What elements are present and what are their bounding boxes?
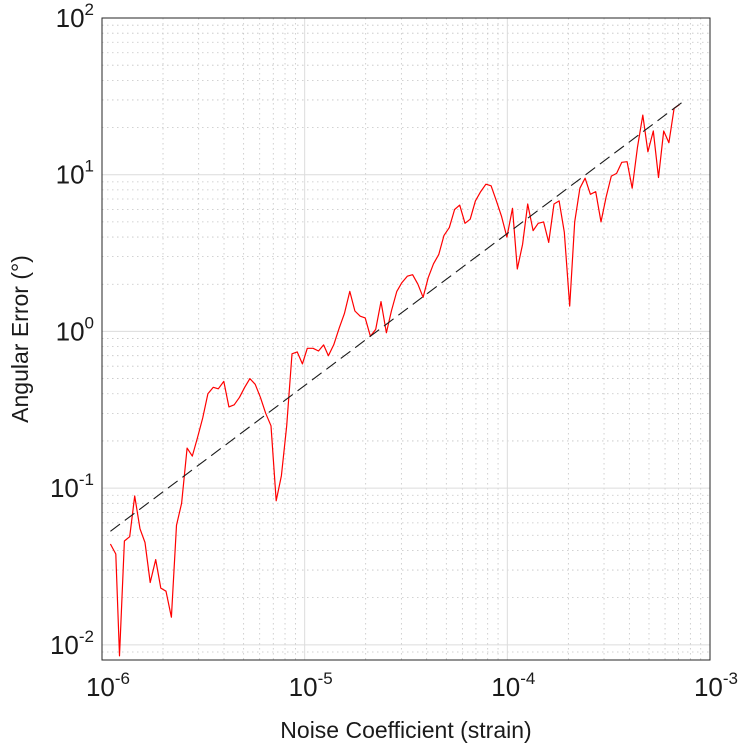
x-axis-label: Noise Coefficient (strain) — [280, 717, 531, 743]
x-tick-label: 10-4 — [491, 669, 535, 702]
y-tick-label-base: 10 — [56, 316, 85, 346]
x-tick-label: 10-5 — [289, 669, 333, 702]
y-tick-label-exponent: 2 — [85, 0, 94, 19]
plot-frame — [101, 17, 711, 661]
y-tick-label: 101 — [56, 157, 94, 190]
y-tick-label-base: 10 — [50, 630, 79, 660]
y-tick-label-base: 10 — [56, 3, 85, 33]
y-tick-label: 10-2 — [50, 627, 94, 660]
minor-grid — [102, 18, 710, 661]
y-tick-label-base: 10 — [50, 473, 79, 503]
y-tick-label-exponent: 1 — [85, 157, 94, 176]
major-grid — [101, 18, 710, 660]
x-tick-label-base: 10 — [694, 672, 723, 702]
y-tick-label: 100 — [56, 313, 94, 346]
x-tick-label: 10-3 — [694, 669, 738, 702]
x-tick-label: 10-6 — [86, 669, 130, 702]
x-tick-label-exponent: -5 — [318, 669, 333, 688]
x-tick-label-exponent: -3 — [723, 669, 738, 688]
x-tick-label-base: 10 — [86, 672, 115, 702]
error-series-line — [109, 104, 680, 657]
y-tick-label-exponent: -1 — [79, 470, 94, 489]
y-tick-label-base: 10 — [56, 160, 85, 190]
x-tick-label-exponent: -6 — [115, 669, 130, 688]
x-tick-label-base: 10 — [289, 672, 318, 702]
y-tick-label-exponent: -2 — [79, 627, 94, 646]
trend-line — [110, 101, 683, 532]
y-axis-label: Angular Error (°) — [7, 255, 33, 423]
y-tick-label-exponent: 0 — [85, 313, 94, 332]
y-tick-label: 10-1 — [50, 470, 94, 503]
y-tick-label: 102 — [56, 0, 94, 33]
x-tick-label-base: 10 — [491, 672, 520, 702]
x-tick-label-exponent: -4 — [520, 669, 535, 688]
series-layer — [109, 101, 683, 657]
